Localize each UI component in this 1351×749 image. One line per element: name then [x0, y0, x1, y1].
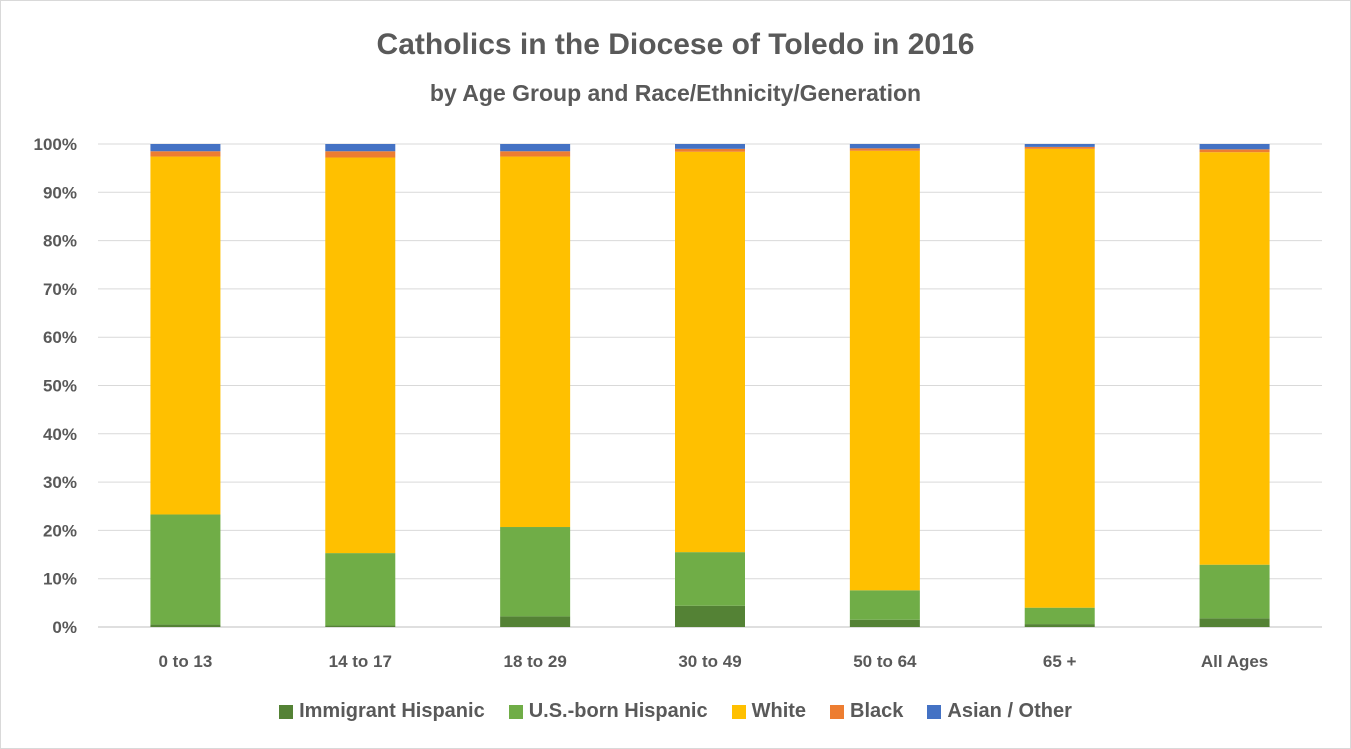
legend: Immigrant Hispanic U.S.-born Hispanic Whit…: [0, 700, 1351, 723]
x-tick-label: 0 to 13: [158, 652, 212, 671]
y-tick-label: 70%: [43, 280, 77, 299]
y-tick-label: 30%: [43, 473, 77, 492]
bar-segment: [325, 157, 396, 554]
legend-label: White: [751, 700, 807, 722]
x-tick-label: 14 to 17: [329, 652, 392, 671]
bar-segment: [150, 144, 221, 152]
x-tick-label: All Ages: [1201, 652, 1268, 671]
bar-segment: [325, 553, 396, 626]
y-tick-label: 90%: [43, 183, 77, 202]
bar-segment: [849, 144, 920, 149]
bar-segment: [150, 624, 221, 627]
chart-title: Catholics in the Diocese of Toledo in 20…: [376, 28, 975, 61]
bar-segment: [1199, 144, 1270, 150]
bars: [150, 144, 1270, 627]
x-tick-label: 18 to 29: [503, 652, 566, 671]
legend-swatch: [830, 704, 845, 719]
x-tick-label: 50 to 64: [853, 652, 917, 671]
legend-swatch: [279, 704, 294, 719]
y-tick-label: 80%: [43, 232, 77, 251]
bar-segment: [675, 144, 745, 149]
bar-segment: [150, 514, 221, 625]
bar-segment: [325, 144, 396, 152]
bar-segment: [1199, 152, 1270, 565]
legend-label: U.S.-born Hispanic: [528, 700, 708, 722]
bar-segment: [1024, 146, 1095, 149]
bar-segment: [500, 527, 571, 617]
legend-item: White: [731, 700, 807, 723]
y-axis-tick-labels: 0% 10% 20% 30% 40% 50% 60% 70% 80% 90% 100%: [34, 135, 77, 637]
bar-segment: [675, 148, 745, 152]
bar-segment: [1199, 564, 1270, 619]
bar-segment: [1199, 618, 1270, 627]
y-tick-label: 20%: [43, 521, 77, 540]
bar-segment: [500, 156, 571, 528]
bar-segment: [150, 151, 221, 157]
legend-swatch: [731, 704, 746, 719]
legend-label: Asian / Other: [947, 700, 1072, 722]
x-tick-label: 30 to 49: [678, 652, 741, 671]
plot-area: 0% 10% 20% 30% 40% 50% 60% 70% 80% 90% 100% 0 to 1…: [34, 135, 1322, 671]
legend-item: Immigrant Hispanic: [279, 700, 485, 723]
bar-segment: [500, 144, 571, 152]
legend-label: Immigrant Hispanic: [299, 700, 485, 722]
y-tick-label: 60%: [43, 328, 77, 347]
legend-item: U.S.-born Hispanic: [508, 700, 708, 723]
legend-item: Asian / Other: [927, 700, 1072, 723]
legend-item: Black: [830, 700, 903, 723]
legend-swatch: [508, 704, 523, 719]
y-tick-label: 10%: [43, 570, 77, 589]
bar-segment: [849, 150, 920, 591]
bar-segment: [325, 151, 396, 158]
bar-segment: [1024, 148, 1095, 608]
bar-segment: [675, 605, 745, 627]
bar-segment: [1024, 607, 1095, 625]
chart-subtitle: by Age Group and Race/Ethnicity/Generati…: [429, 80, 922, 106]
bar-segment: [500, 616, 571, 627]
bar-segment: [849, 619, 920, 627]
legend-swatch: [927, 704, 942, 719]
bar-segment: [1199, 149, 1270, 153]
bar-segment: [325, 625, 396, 627]
bar-segment: [1024, 144, 1095, 147]
y-tick-label: 40%: [43, 425, 77, 444]
bar-segment: [1024, 624, 1095, 627]
y-tick-label: 100%: [34, 135, 77, 154]
legend-label: Black: [850, 700, 904, 722]
bar-segment: [849, 590, 920, 620]
y-tick-label: 0%: [52, 618, 77, 637]
y-tick-label: 50%: [43, 377, 77, 396]
bar-segment: [849, 148, 920, 151]
bar-segment: [150, 156, 221, 515]
bar-segment: [675, 552, 745, 606]
bar-segment: [500, 151, 571, 157]
bar-segment: [675, 151, 745, 553]
x-tick-label: 65 +: [1043, 652, 1077, 671]
x-axis-tick-labels: 0 to 13 14 to 17 18 to 29 30 to 49 50 to 64 6…: [158, 652, 1268, 671]
